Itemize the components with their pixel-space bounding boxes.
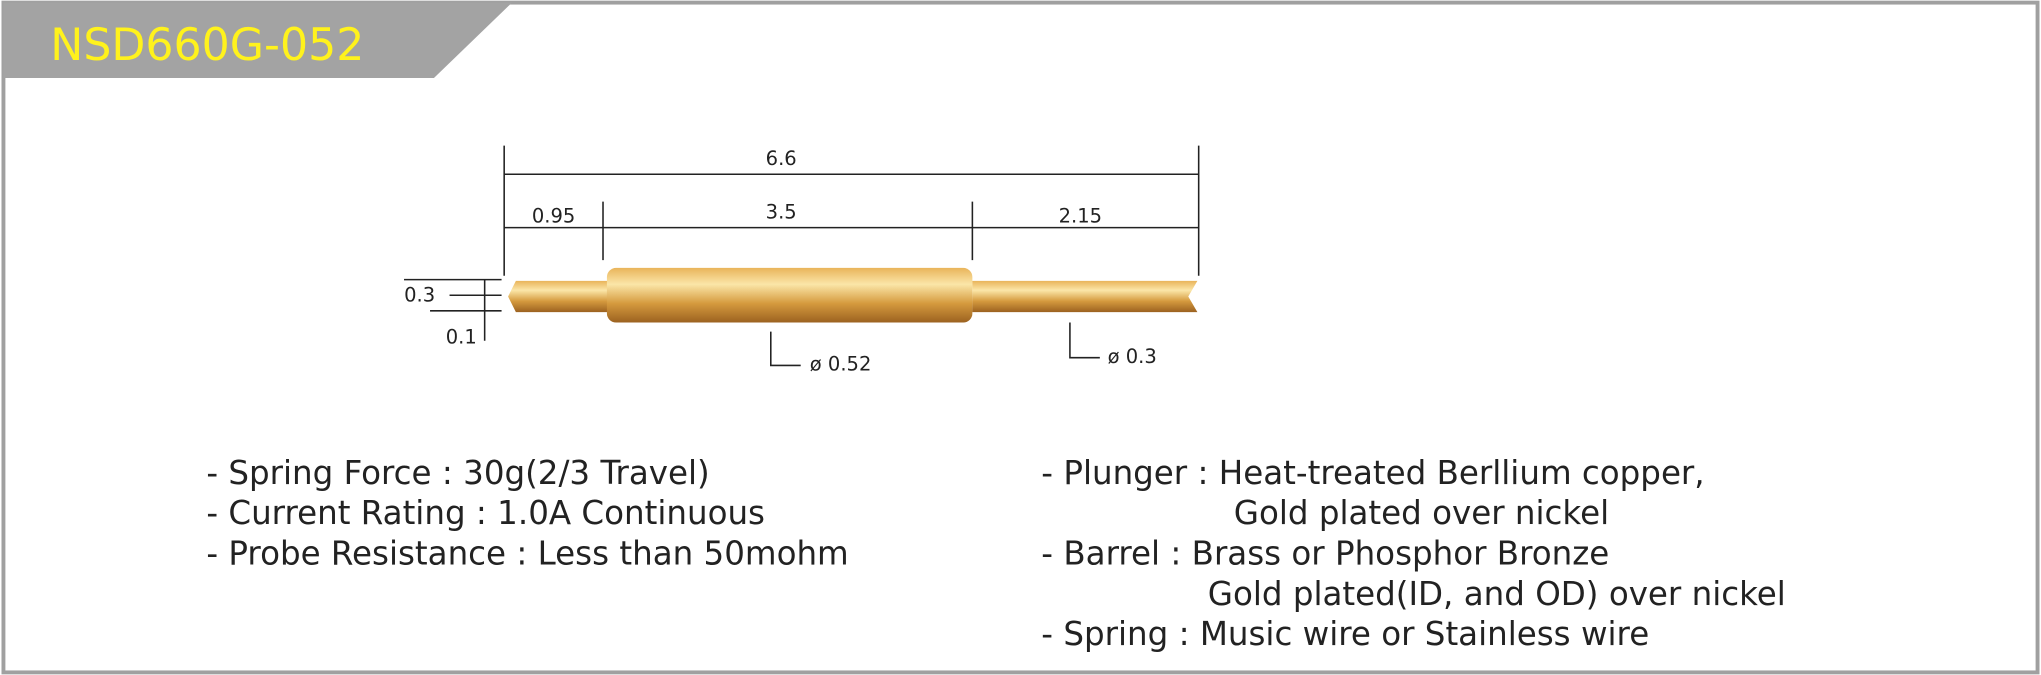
dim-label: ø 0.3 <box>1108 345 1157 368</box>
spec-line: - Spring : Music wire or Stainless wire <box>1041 615 1649 653</box>
spec-line: Gold plated(ID, and OD) over nickel <box>1208 575 1786 613</box>
dim-label: 0.1 <box>446 325 477 348</box>
spec-line: Gold plated over nickel <box>1234 494 1609 532</box>
dim-label: 0.95 <box>532 204 575 227</box>
dim-label: 6.6 <box>766 147 797 170</box>
probe-pin <box>508 267 1198 323</box>
spec-line: - Plunger : Heat-treated Berllium copper… <box>1041 454 1704 492</box>
spec-line: - Spring Force : 30g(2/3 Travel) <box>206 454 709 492</box>
dim-label: 0.3 <box>404 284 435 307</box>
dim-label: 2.15 <box>1059 204 1102 227</box>
spec-line: - Current Rating : 1.0A Continuous <box>206 494 765 532</box>
spec-line: - Probe Resistance : Less than 50mohm <box>206 534 848 572</box>
title: NSD660G-052 <box>50 20 364 71</box>
dim-label: ø 0.52 <box>810 353 872 376</box>
header-bar <box>3 2 512 79</box>
spec-line: - Barrel : Brass or Phosphor Bronze <box>1041 534 1609 572</box>
dim-label: 3.5 <box>766 200 797 223</box>
dimension-lines <box>404 145 1200 367</box>
